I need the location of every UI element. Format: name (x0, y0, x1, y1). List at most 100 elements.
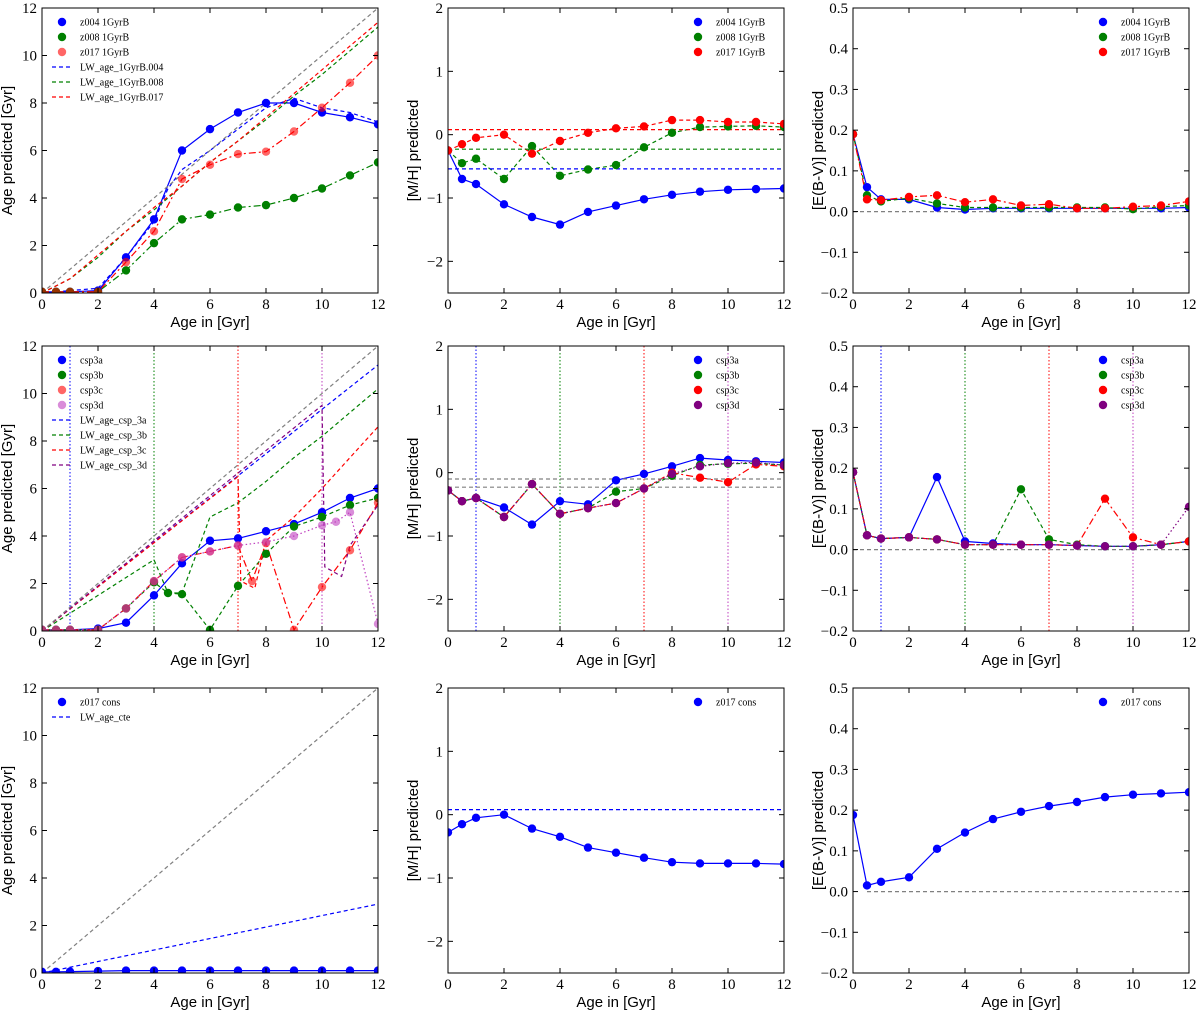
legend-marker (57, 17, 67, 27)
series-line-csp3a (853, 472, 1189, 547)
legend-marker (693, 47, 703, 57)
legend-marker (1098, 370, 1108, 380)
y-axis-label: Age predicted [Gyr] (0, 766, 16, 895)
data-point (527, 520, 537, 529)
data-point (289, 966, 299, 973)
data-point (471, 813, 481, 823)
x-tick-label: 6 (206, 977, 214, 993)
y-tick-label: 0 (436, 466, 444, 482)
series-line-lw-age-csp-3b (42, 388, 378, 631)
data-point (499, 174, 509, 184)
series-line-z017-cons (448, 814, 784, 865)
legend-label: LW_age_1GyrB.017 (80, 93, 163, 104)
legend-marker (1098, 47, 1108, 57)
legend-label: csp3a (80, 356, 103, 367)
panel-r3c3: 0 2 4 6 8 10 12 −0.2 −0.1 0.0 0.1 0.2 0.3 0.4 0.5 Age i… (810, 681, 1197, 1011)
x-axis-label: Age in [Gyr] (576, 994, 655, 1011)
legend-label: z008 1GyrB (80, 33, 129, 44)
data-point (555, 220, 565, 229)
y-tick-label: 0.0 (829, 885, 848, 901)
x-tick-label: 0 (849, 635, 857, 651)
y-tick-label: 0.1 (829, 844, 848, 860)
legend-label: z017 1GyrB (716, 48, 765, 59)
legend-label: csp3b (80, 371, 103, 382)
legend-label: LW_age_csp_3b (80, 431, 147, 442)
y-tick-label: 10 (22, 729, 37, 745)
legend-marker (1098, 385, 1108, 395)
legend-label: z017 1GyrB (80, 48, 129, 59)
plot-area (42, 688, 378, 973)
series-line-z008-1gyrb (853, 134, 1189, 210)
data-point (527, 149, 537, 158)
x-axis-label: Age in [Gyr] (576, 652, 655, 669)
y-axis-label: [E(B-V)] predicted (810, 771, 827, 890)
data-point (233, 966, 243, 973)
x-tick-label: 4 (961, 977, 969, 993)
data-point (667, 469, 677, 479)
y-tick-label: 0.2 (829, 803, 848, 819)
data-point (448, 146, 453, 155)
data-point (1156, 789, 1166, 798)
x-axis-label: Age in [Gyr] (981, 652, 1060, 669)
data-point (667, 115, 677, 125)
legend-label: csp3c (716, 386, 739, 397)
data-point (289, 193, 299, 203)
data-point (42, 287, 47, 293)
y-tick-label: 0.5 (829, 339, 848, 355)
data-point (177, 559, 187, 568)
data-point (1128, 533, 1138, 542)
data-point (904, 192, 914, 202)
data-point (932, 199, 942, 208)
x-tick-label: 12 (777, 635, 792, 651)
data-point (233, 541, 243, 550)
data-point (261, 527, 271, 536)
data-point (289, 98, 299, 108)
x-tick-label: 8 (262, 977, 270, 993)
legend: csp3a csp3b csp3c csp3d LW_age_csp_3a LW_age_… (52, 356, 147, 472)
data-point (1072, 541, 1082, 550)
legend-marker (57, 355, 67, 365)
series-line-z017-cons (42, 969, 378, 973)
y-tick-label: −0.2 (821, 286, 848, 302)
x-tick-label: 10 (315, 297, 330, 313)
legend-marker (693, 32, 703, 42)
data-point (121, 604, 131, 613)
data-point (555, 496, 565, 506)
y-tick-label: 10 (22, 387, 37, 403)
data-point (988, 540, 998, 549)
data-point (1100, 204, 1110, 213)
legend: z017 cons LW_age_cte (52, 698, 131, 724)
x-tick-label: 6 (1017, 635, 1025, 651)
data-point (555, 171, 565, 181)
data-point (457, 158, 467, 168)
plot-area (42, 8, 378, 293)
x-tick-label: 8 (1073, 297, 1081, 313)
y-tick-label: 4 (30, 191, 38, 207)
data-point (261, 200, 271, 210)
legend: z004 1GyrB z008 1GyrB z017 1GyrB (1098, 18, 1170, 59)
y-tick-label: 0.0 (829, 543, 848, 559)
series-line-reference-8 (42, 346, 378, 631)
x-axis-label: Age in [Gyr] (981, 994, 1060, 1011)
legend-label: z017 cons (716, 698, 756, 709)
data-point (289, 531, 299, 541)
data-point (205, 210, 215, 219)
y-tick-label: 0.1 (829, 502, 848, 518)
data-point (233, 534, 243, 543)
y-tick-label: 0 (436, 808, 444, 824)
y-tick-label: 2 (30, 577, 38, 593)
x-tick-label: 4 (150, 297, 158, 313)
data-point (779, 859, 784, 869)
data-point (639, 195, 649, 204)
legend-marker (1098, 400, 1108, 410)
data-point (457, 496, 467, 506)
series-line-csp3d (853, 472, 1189, 547)
panel-r1c1: 0 2 4 6 8 10 12 0 2 4 6 8 10 12 Age in [Gyr] Age predic… (0, 1, 386, 331)
panel-r2c3: 0 2 4 6 8 10 12 −0.2 −0.1 0.0 0.1 0.2 0.3 0.4 0.5 Age i… (810, 339, 1197, 669)
x-tick-label: 10 (315, 635, 330, 651)
data-point (862, 182, 872, 192)
legend: z004 1GyrB z008 1GyrB z017 1GyrB (693, 18, 765, 59)
x-tick-label: 10 (721, 635, 736, 651)
x-tick-label: 12 (1182, 635, 1197, 651)
